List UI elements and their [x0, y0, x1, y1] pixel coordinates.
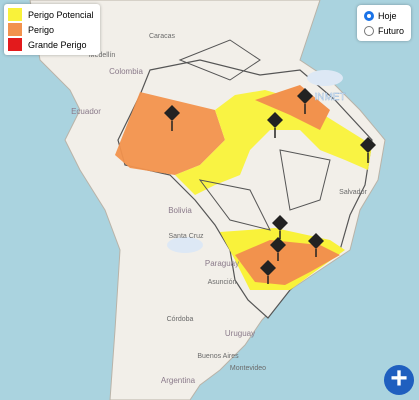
place-label: Salvador	[339, 189, 367, 196]
place-label: Medellín	[89, 52, 116, 59]
logo-text: INMET	[314, 92, 345, 103]
legend-swatch	[8, 8, 22, 21]
radio-option[interactable]: Hoje	[363, 8, 404, 23]
legend-swatch	[8, 23, 22, 36]
country-label: Colombia	[109, 67, 143, 76]
legend: Perigo Potencial Perigo Grande Perigo	[4, 4, 100, 55]
legend-item: Perigo	[8, 22, 94, 37]
country-label: Paraguay	[205, 259, 239, 268]
add-button[interactable]: +	[384, 364, 414, 395]
radio-button[interactable]	[363, 25, 374, 36]
legend-item: Grande Perigo	[8, 37, 94, 52]
place-label: Córdoba	[167, 316, 194, 323]
alert-orange-north	[115, 92, 225, 175]
place-label: Caracas	[149, 33, 176, 40]
country-label: Uruguay	[225, 329, 255, 338]
radio-label: Futuro	[377, 25, 404, 36]
legend-label: Grande Perigo	[28, 39, 87, 50]
country-label: Bolivia	[168, 206, 192, 215]
period-selector: Hoje Futuro	[356, 5, 411, 41]
legend-label: Perigo	[28, 24, 55, 35]
country-label: Ecuador	[71, 107, 101, 116]
country-label: Argentina	[161, 376, 196, 385]
legend-swatch	[8, 38, 22, 51]
place-label: Santa Cruz	[168, 233, 204, 240]
legend-label: Perigo Potencial	[28, 9, 94, 20]
place-label: Buenos Aires	[197, 353, 239, 360]
place-label: Montevideo	[230, 365, 266, 372]
radio-option[interactable]: Futuro	[363, 23, 404, 38]
radio-button[interactable]	[363, 10, 374, 21]
place-label: Asunción	[208, 279, 237, 286]
legend-item: Perigo Potencial	[8, 7, 94, 22]
radio-label: Hoje	[377, 10, 397, 21]
state-borders	[178, 39, 331, 231]
warning-icons	[164, 88, 376, 284]
weather-cloud	[307, 70, 343, 86]
alert-orange-south	[235, 240, 340, 285]
weather-cloud	[167, 237, 203, 253]
